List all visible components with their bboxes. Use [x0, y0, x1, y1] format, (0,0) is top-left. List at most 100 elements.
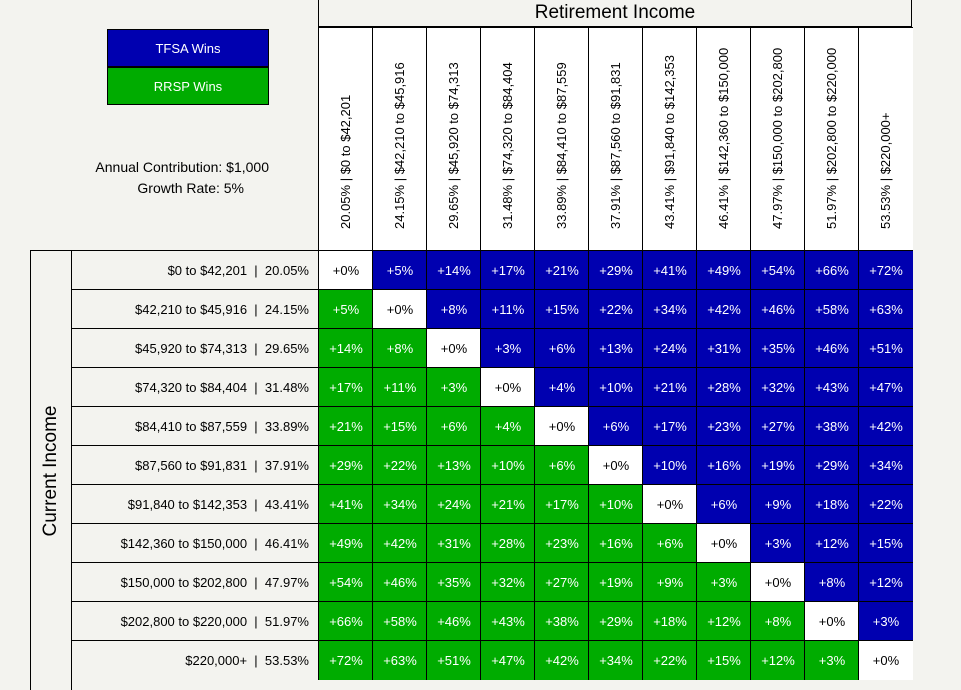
column-header-label: 33.89% | $84,410 to $87,559 — [553, 62, 569, 229]
column-header-label: 20.05% | $0 to $42,201 — [337, 94, 353, 229]
heatmap-cell: +8% — [804, 562, 859, 602]
heatmap-cell: +0% — [318, 250, 373, 290]
legend-tfsa-wins: TFSA Wins — [107, 29, 269, 67]
heatmap-cell: +15% — [696, 640, 751, 680]
heatmap-cell: +18% — [804, 484, 859, 524]
heatmap-cell: +63% — [858, 289, 913, 329]
column-header-label: 31.48% | $74,320 to $84,404 — [499, 62, 515, 229]
heatmap-cell: +8% — [372, 328, 427, 368]
heatmap-cell: +0% — [426, 328, 481, 368]
row-header: $84,410 to $87,559 | 33.89% — [71, 406, 318, 446]
heatmap-cell: +46% — [804, 328, 859, 368]
heatmap-cell: +4% — [534, 367, 589, 407]
heatmap-cell: +43% — [480, 601, 535, 641]
heatmap-cell: +0% — [534, 406, 589, 446]
heatmap-cell: +12% — [750, 640, 805, 680]
heatmap-cell: +0% — [480, 367, 535, 407]
heatmap-cell: +29% — [804, 445, 859, 485]
row-header: $150,000 to $202,800 | 47.97% — [71, 562, 318, 602]
heatmap-cell: +28% — [480, 523, 535, 563]
heatmap-cell: +15% — [372, 406, 427, 446]
heatmap-cell: +17% — [480, 250, 535, 290]
column-header: 37.91% | $87,560 to $91,831 — [588, 27, 642, 250]
heatmap-cell: +29% — [588, 250, 643, 290]
heatmap-cell: +6% — [534, 328, 589, 368]
heatmap-cell: +49% — [696, 250, 751, 290]
heatmap-cell: +46% — [426, 601, 481, 641]
heatmap-cell: +0% — [804, 601, 859, 641]
heatmap-cell: +22% — [858, 484, 913, 524]
column-header-label: 53.53% | $220,000+ — [878, 112, 893, 229]
heatmap-cell: +12% — [804, 523, 859, 563]
heatmap-cell: +34% — [588, 640, 643, 680]
heatmap-cell: +21% — [534, 250, 589, 290]
heatmap-cell: +58% — [804, 289, 859, 329]
column-header: 53.53% | $220,000+ — [858, 27, 913, 250]
heatmap-cell: +43% — [804, 367, 859, 407]
heatmap-cell: +72% — [858, 250, 913, 290]
heatmap-cell: +16% — [696, 445, 751, 485]
heatmap-cell: +51% — [426, 640, 481, 680]
column-header-label: 43.41% | $91,840 to $142,353 — [661, 55, 677, 229]
heatmap-cell: +31% — [426, 523, 481, 563]
heatmap-cell: +49% — [318, 523, 373, 563]
heatmap-cell: +0% — [696, 523, 751, 563]
heatmap-cell: +0% — [372, 289, 427, 329]
heatmap-cell: +23% — [534, 523, 589, 563]
row-header: $0 to $42,201 | 20.05% — [71, 250, 318, 290]
column-header-label: 46.41% | $142,360 to $150,000 — [715, 47, 731, 229]
heatmap-cell: +10% — [588, 484, 643, 524]
column-header-label: 24.15% | $42,210 to $45,916 — [391, 62, 407, 229]
heatmap-cell: +46% — [372, 562, 427, 602]
heatmap-cell: +28% — [696, 367, 751, 407]
row-header: $91,840 to $142,353 | 43.41% — [71, 484, 318, 524]
heatmap-cell: +12% — [858, 562, 913, 602]
heatmap-cell: +12% — [696, 601, 751, 641]
column-header: 46.41% | $142,360 to $150,000 — [696, 27, 750, 250]
heatmap-cell: +9% — [642, 562, 697, 602]
row-header: $220,000+ | 53.53% — [71, 640, 318, 680]
heatmap-cell: +21% — [318, 406, 373, 446]
row-header: $142,360 to $150,000 | 46.41% — [71, 523, 318, 563]
column-header-label: 29.65% | $45,920 to $74,313 — [445, 62, 461, 229]
heatmap-cell: +0% — [642, 484, 697, 524]
heatmap-cell: +10% — [642, 445, 697, 485]
heatmap-cell: +19% — [750, 445, 805, 485]
heatmap-cell: +17% — [318, 367, 373, 407]
heatmap-cell: +15% — [534, 289, 589, 329]
row-header: $45,920 to $74,313 | 29.65% — [71, 328, 318, 368]
heatmap-cell: +34% — [372, 484, 427, 524]
heatmap-cell: +3% — [750, 523, 805, 563]
heatmap-cell: +8% — [750, 601, 805, 641]
heatmap-cell: +34% — [642, 289, 697, 329]
column-header: 24.15% | $42,210 to $45,916 — [372, 27, 426, 250]
heatmap-cell: +51% — [858, 328, 913, 368]
heatmap-cell: +47% — [480, 640, 535, 680]
heatmap-cell: +8% — [426, 289, 481, 329]
chart-title: Retirement Income — [318, 0, 912, 27]
heatmap-cell: +9% — [750, 484, 805, 524]
heatmap-cell: +46% — [750, 289, 805, 329]
heatmap-cell: +14% — [318, 328, 373, 368]
heatmap-cell: +35% — [750, 328, 805, 368]
heatmap-cell: +0% — [858, 640, 913, 680]
heatmap-cell: +38% — [804, 406, 859, 446]
heatmap-cell: +6% — [696, 484, 751, 524]
heatmap-cell: +17% — [642, 406, 697, 446]
column-header-label: 37.91% | $87,560 to $91,831 — [607, 62, 623, 229]
legend-rrsp-wins: RRSP Wins — [107, 67, 269, 105]
heatmap-cell: +24% — [426, 484, 481, 524]
column-header: 47.97% | $150,000 to $202,800 — [750, 27, 804, 250]
heatmap-cell: +42% — [858, 406, 913, 446]
heatmap-cell: +58% — [372, 601, 427, 641]
row-header: $87,560 to $91,831 | 37.91% — [71, 445, 318, 485]
heatmap-cell: +15% — [858, 523, 913, 563]
heatmap-cell: +3% — [480, 328, 535, 368]
heatmap-cell: +21% — [480, 484, 535, 524]
heatmap-cell: +6% — [426, 406, 481, 446]
heatmap-cell: +0% — [750, 562, 805, 602]
heatmap-cell: +66% — [804, 250, 859, 290]
heatmap-cell: +18% — [642, 601, 697, 641]
heatmap-cell: +23% — [696, 406, 751, 446]
column-header-label: 47.97% | $150,000 to $202,800 — [769, 47, 785, 229]
